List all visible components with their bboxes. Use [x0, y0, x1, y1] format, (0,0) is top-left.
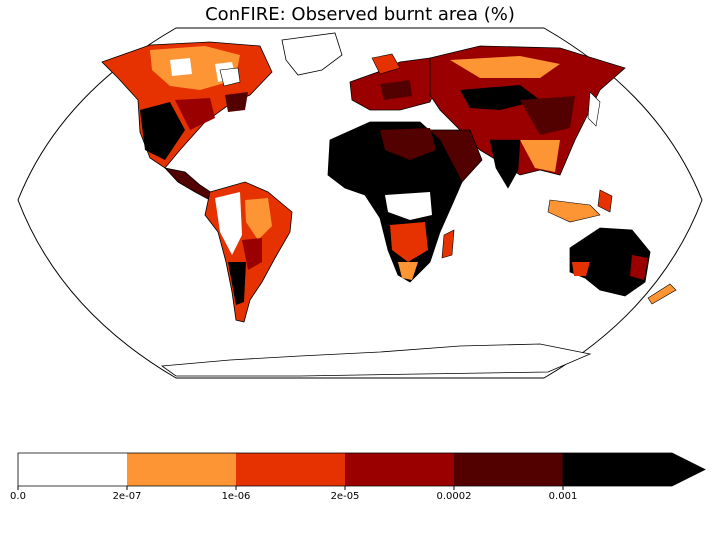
- colorbar-bin: [18, 453, 127, 486]
- colorbar-tick-label: 2e-05: [330, 491, 360, 502]
- colorbar-bin: [345, 453, 454, 486]
- australia: [569, 227, 677, 305]
- colorbar-bin: [127, 453, 236, 486]
- colorbar-tick-label: 0.0: [10, 491, 26, 502]
- north-america: [101, 32, 343, 169]
- colorbar-bin: [236, 453, 345, 486]
- south-america: [204, 181, 293, 323]
- map-title: ConFIRE: Observed burnt area (%): [205, 4, 515, 25]
- colorbar-bin: [562, 452, 706, 487]
- colorbar-tick-label: 0.0002: [436, 491, 472, 502]
- colorbar-outline: [17, 452, 563, 487]
- asia: [429, 45, 626, 223]
- africa: [327, 121, 463, 283]
- colorbar-bin: [454, 453, 563, 486]
- colorbar-tick-label: 0.001: [548, 491, 578, 502]
- colorbar-tick-label: 2e-07: [112, 491, 142, 502]
- colorbar-tick-label: 1e-06: [221, 491, 251, 502]
- antarctica: [160, 343, 592, 377]
